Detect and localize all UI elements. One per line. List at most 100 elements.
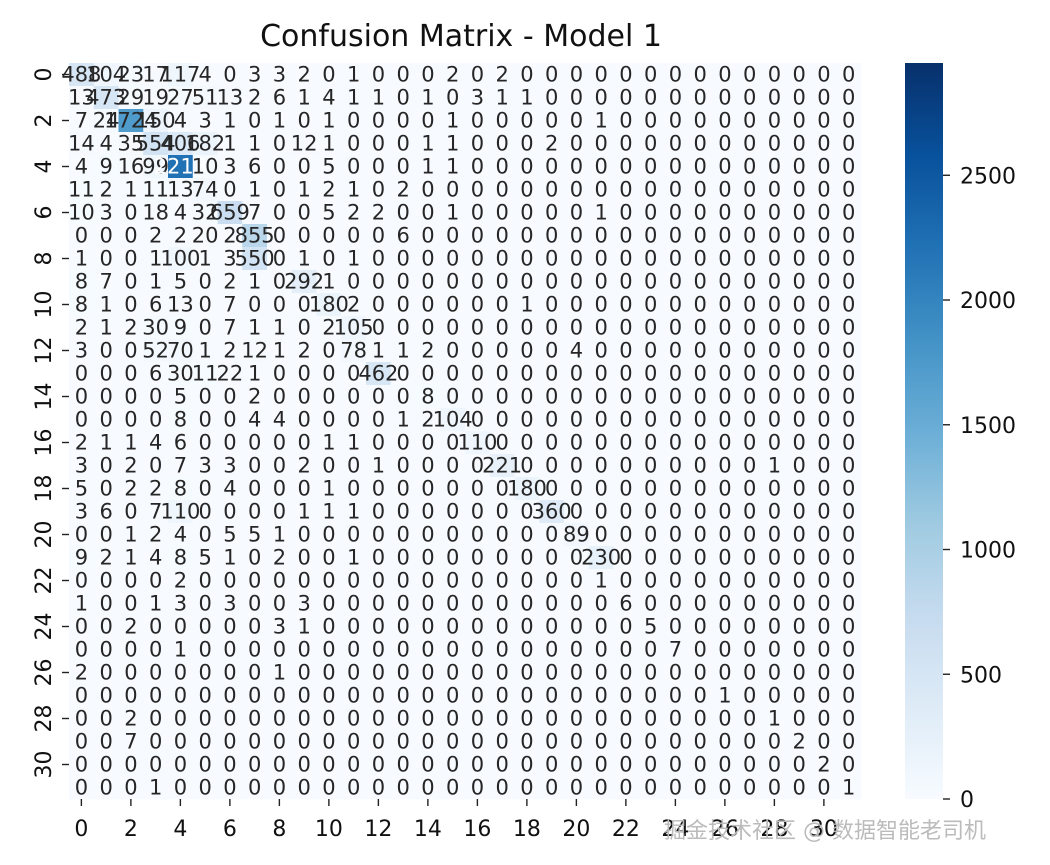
cell-value: 0 [471,684,484,708]
cell-value: 0 [718,86,731,110]
y-tick-label: 0 [32,68,57,82]
cell-value: 659 [210,201,250,225]
heatmap-cell [638,86,664,110]
colorbar-tick-label: 500 [960,663,1002,688]
heatmap-cell [762,109,788,133]
cell-value: 0 [842,707,855,731]
heatmap-cell [93,339,119,363]
cell-value: 0 [396,592,409,616]
heatmap-cell [118,247,144,271]
heatmap-cell [192,201,218,225]
cell-value: 0 [421,500,434,524]
heatmap-cell [514,431,540,455]
heatmap-cell [242,454,268,478]
heatmap-cell [687,86,713,110]
heatmap-cell [440,63,466,87]
heatmap-cell [143,293,169,317]
heatmap-cell [663,270,689,294]
cell-value: 0 [322,454,335,478]
cell-value: 1 [297,615,310,639]
cell-value: 0 [75,776,88,800]
cell-value: 0 [594,86,607,110]
cell-value: 1 [297,247,310,271]
cell-value: 0 [644,293,657,317]
cell-value: 5 [223,523,236,547]
cell-value: 7 [124,730,137,754]
heatmap-cell [168,63,194,87]
heatmap-cell [465,178,491,202]
cell-value: 0 [743,224,756,248]
cell-value: 0 [273,155,286,179]
cell-value: 4 [149,431,162,455]
cell-value: 0 [842,362,855,386]
y-tick-label: 20 [32,521,57,549]
heatmap-cell [217,86,243,110]
cell-value: 0 [297,546,310,570]
cell-value: 0 [768,408,781,432]
cell-value: 0 [75,638,88,662]
heatmap-cell [712,132,738,156]
cell-value: 0 [297,776,310,800]
cell-value: 0 [792,155,805,179]
cell-value: 0 [768,178,781,202]
heatmap-cell [242,362,268,386]
cell-value: 0 [347,776,360,800]
cell-value: 0 [421,661,434,685]
cell-value: 0 [421,63,434,87]
cell-value: 0 [545,592,558,616]
cell-value: 1 [446,109,459,133]
heatmap-cell [341,431,367,455]
cell-value: 855 [235,224,275,248]
heatmap-cell [712,155,738,179]
cell-value: 0 [421,201,434,225]
cell-value: 0 [594,661,607,685]
heatmap-cell [341,86,367,110]
cell-value: 0 [347,109,360,133]
heatmap-cell [118,86,144,110]
heatmap-cell [341,270,367,294]
cell-value: 0 [471,109,484,133]
cell-value: 0 [446,224,459,248]
cell-value: 0 [248,477,261,501]
heatmap-cell [291,178,317,202]
cell-value: 0 [372,477,385,501]
heatmap-cell [440,339,466,363]
cell-value: 0 [792,661,805,685]
cell-value: 0 [768,776,781,800]
cell-value: 0 [545,316,558,340]
cell-value: 3 [99,201,112,225]
heatmap-cell [415,362,441,386]
cell-value: 0 [297,569,310,593]
heatmap-cell [786,155,812,179]
heatmap-cell [341,339,367,363]
cell-value: 0 [817,63,830,87]
cell-value: 0 [594,385,607,409]
heatmap-cell [341,132,367,156]
cell-value: 2 [372,201,385,225]
heatmap-cell [737,86,763,110]
heatmap-cell [316,270,342,294]
cell-value: 0 [743,362,756,386]
heatmap-cell [291,247,317,271]
cell-value: 0 [347,523,360,547]
heatmap-cell [390,362,416,386]
cell-value: 1 [347,63,360,87]
heatmap-cell [267,454,293,478]
cell-value: 0 [619,155,632,179]
heatmap-cell [811,316,837,340]
cell-value: 0 [718,408,731,432]
cell-value: 0 [545,707,558,731]
cell-value: 0 [619,776,632,800]
heatmap-cell [489,270,515,294]
heatmap-cell [143,270,169,294]
cell-value: 0 [768,63,781,87]
cell-value: 0 [520,592,533,616]
cell-value: 0 [594,776,607,800]
cell-value: 4 [75,155,88,179]
heatmap-cell [811,339,837,363]
heatmap-cell [143,408,169,432]
cell-value: 0 [594,500,607,524]
cell-value: 0 [545,155,558,179]
cell-value: 0 [792,523,805,547]
heatmap-cell [341,362,367,386]
